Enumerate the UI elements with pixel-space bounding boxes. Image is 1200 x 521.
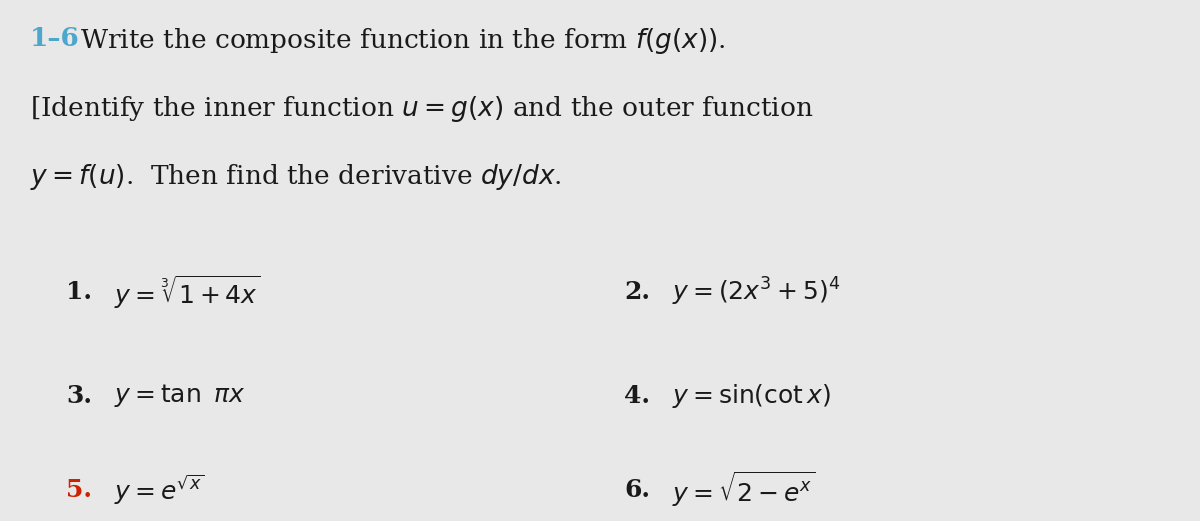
Text: Write the composite function in the form $f(g(x))$.: Write the composite function in the form… xyxy=(80,26,726,56)
Text: 2.: 2. xyxy=(624,280,650,304)
Text: 1.: 1. xyxy=(66,280,92,304)
Text: 3.: 3. xyxy=(66,384,92,408)
Text: $y = \sqrt{2 - e^{x}}$: $y = \sqrt{2 - e^{x}}$ xyxy=(672,470,816,510)
Text: 4.: 4. xyxy=(624,384,650,408)
Text: $y = (2x^3 + 5)^4$: $y = (2x^3 + 5)^4$ xyxy=(672,276,840,308)
Text: 1–6: 1–6 xyxy=(30,26,79,51)
Text: $y = \sqrt[3]{1 + 4x}$: $y = \sqrt[3]{1 + 4x}$ xyxy=(114,273,260,311)
Text: $y = \sin(\cot x)$: $y = \sin(\cot x)$ xyxy=(672,382,830,410)
Text: 6.: 6. xyxy=(624,478,650,502)
Text: 5.: 5. xyxy=(66,478,92,502)
Text: $y = \tan\ \pi x$: $y = \tan\ \pi x$ xyxy=(114,382,245,410)
Text: [Identify the inner function $u = g(x)$ and the outer function: [Identify the inner function $u = g(x)$ … xyxy=(30,94,814,124)
Text: $y = f(u)$.  Then find the derivative $dy/dx$.: $y = f(u)$. Then find the derivative $dy… xyxy=(30,162,562,192)
Text: $y = e^{\sqrt{x}}$: $y = e^{\sqrt{x}}$ xyxy=(114,473,204,507)
